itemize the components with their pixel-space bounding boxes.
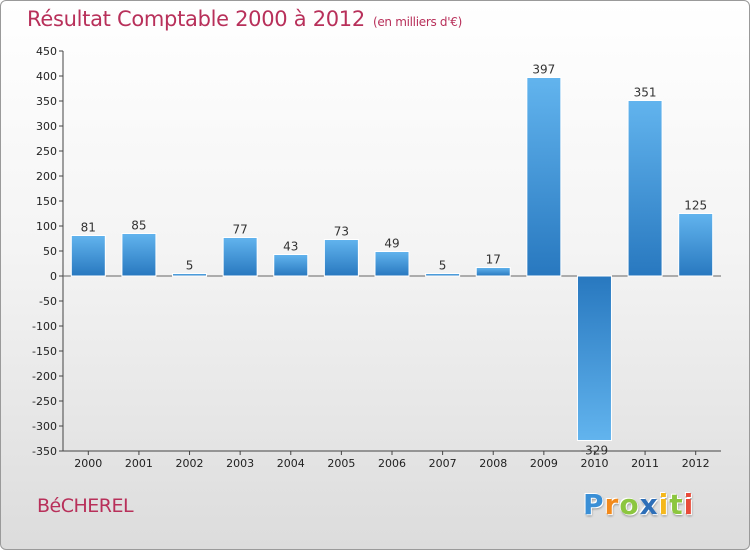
bar [323,239,359,277]
x-tick-label: 2001 [125,457,153,470]
bar-value-label: 5 [439,259,447,273]
bar-value-label: 85 [131,219,146,233]
bar-value-label: 43 [283,240,298,254]
x-tick-label: 2004 [277,457,305,470]
bar [475,267,511,277]
y-tick-label: -250 [32,395,57,408]
bar-value-label: 125 [684,199,707,213]
bar-value-label: 81 [81,221,96,235]
y-tick-label: -300 [32,420,57,433]
bar-value-label: 17 [486,253,501,267]
y-tick-label: -350 [32,445,57,458]
x-tick-label: 2008 [479,457,507,470]
x-tick-label: 2006 [378,457,406,470]
y-tick-label: 350 [36,95,57,108]
logo-letter: x [639,488,659,521]
chart-title: Résultat Comptable 2000 à 2012 (en millie… [27,7,462,31]
bar [374,251,410,277]
y-tick-label: 0 [50,270,57,283]
y-tick-label: -200 [32,370,57,383]
chart-subtitle: (en milliers d'€) [372,15,462,29]
bar-value-label: 397 [532,63,555,77]
logo-letter: i [658,488,670,521]
y-tick-label: -100 [32,320,57,333]
bar [425,273,461,277]
x-tick-label: 2007 [429,457,457,470]
logo-letter: P [583,488,605,521]
y-tick-label: 50 [43,245,57,258]
bar [526,77,562,277]
bar [273,254,309,277]
x-tick-label: 2011 [631,457,659,470]
x-tick-label: 2003 [226,457,254,470]
x-tick-label: 2010 [580,457,608,470]
y-tick-label: 200 [36,170,57,183]
bar [576,275,612,441]
x-tick-label: 2005 [327,457,355,470]
bar-value-label: 49 [384,237,399,251]
y-tick-label: 400 [36,70,57,83]
place-name: BéCHEREL [37,495,134,517]
x-tick-label: 2009 [530,457,558,470]
logo-letter: t [669,488,684,521]
bar-value-label: 5 [186,259,194,273]
logo-letter: i [683,488,695,521]
y-tick-label: 100 [36,220,57,233]
y-tick-label: 250 [36,145,57,158]
logo-letter: r [604,488,620,521]
y-tick-label: 300 [36,120,57,133]
bar [172,273,208,277]
bar-value-label: 77 [233,223,248,237]
bar [121,233,157,277]
y-tick-label: 450 [36,45,57,58]
y-tick-label: 150 [36,195,57,208]
bar [222,237,258,277]
logo-letter: o [619,488,640,521]
bar [678,213,714,277]
proxiti-logo: Proxiti [583,488,694,521]
y-tick-label: -50 [39,295,57,308]
bar-value-label: 351 [634,86,657,100]
x-tick-label: 2000 [74,457,102,470]
y-tick-label: -150 [32,345,57,358]
x-tick-label: 2012 [682,457,710,470]
bar [627,100,663,277]
bar-value-label: 73 [334,225,349,239]
bar-value-label: -329 [581,444,608,458]
bar [70,235,106,277]
x-tick-label: 2002 [176,457,204,470]
